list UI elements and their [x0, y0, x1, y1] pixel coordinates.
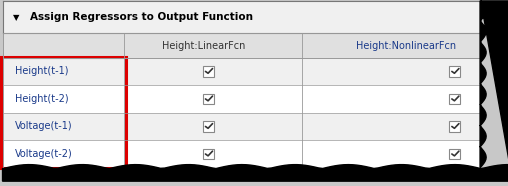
FancyBboxPatch shape — [449, 94, 460, 104]
Text: Voltage(t-1): Voltage(t-1) — [15, 121, 73, 132]
FancyBboxPatch shape — [3, 113, 480, 140]
FancyBboxPatch shape — [203, 149, 214, 159]
Polygon shape — [480, 1, 508, 170]
FancyBboxPatch shape — [449, 66, 460, 76]
Text: Height:LinearFcn: Height:LinearFcn — [162, 41, 245, 51]
FancyBboxPatch shape — [203, 66, 214, 76]
FancyBboxPatch shape — [449, 149, 460, 159]
Text: ▼: ▼ — [13, 13, 19, 22]
Text: Height(t-2): Height(t-2) — [15, 94, 69, 104]
Text: Height(t-1): Height(t-1) — [15, 66, 69, 76]
FancyBboxPatch shape — [203, 121, 214, 132]
FancyBboxPatch shape — [3, 58, 480, 85]
FancyBboxPatch shape — [203, 94, 214, 104]
Text: Height:NonlinearFcn: Height:NonlinearFcn — [356, 41, 457, 51]
Polygon shape — [3, 165, 508, 181]
Text: Assign Regressors to Output Function: Assign Regressors to Output Function — [30, 12, 253, 22]
FancyBboxPatch shape — [3, 33, 480, 58]
Text: Voltage(t-2): Voltage(t-2) — [15, 149, 73, 159]
FancyBboxPatch shape — [3, 85, 480, 113]
FancyBboxPatch shape — [3, 140, 480, 168]
FancyBboxPatch shape — [449, 121, 460, 132]
FancyBboxPatch shape — [3, 1, 480, 33]
